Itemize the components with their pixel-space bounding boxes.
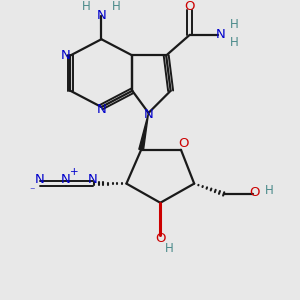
Text: H: H [165,242,173,255]
Text: O: O [184,0,195,13]
Text: O: O [155,232,166,244]
Text: N: N [34,173,44,186]
Text: N: N [61,173,71,186]
Text: H: H [230,36,238,49]
Text: N: N [144,108,154,121]
Text: N: N [97,103,106,116]
Polygon shape [139,113,148,150]
Text: H: H [230,18,238,31]
Text: ⁻: ⁻ [29,186,35,196]
Text: H: H [265,184,274,197]
Text: N: N [61,49,71,62]
Text: O: O [178,137,189,150]
Text: H: H [82,0,91,13]
Text: N: N [216,28,226,41]
Text: H: H [112,0,121,13]
Text: N: N [88,173,98,186]
Text: +: + [70,167,79,177]
Text: N: N [97,9,106,22]
Text: O: O [249,186,260,199]
